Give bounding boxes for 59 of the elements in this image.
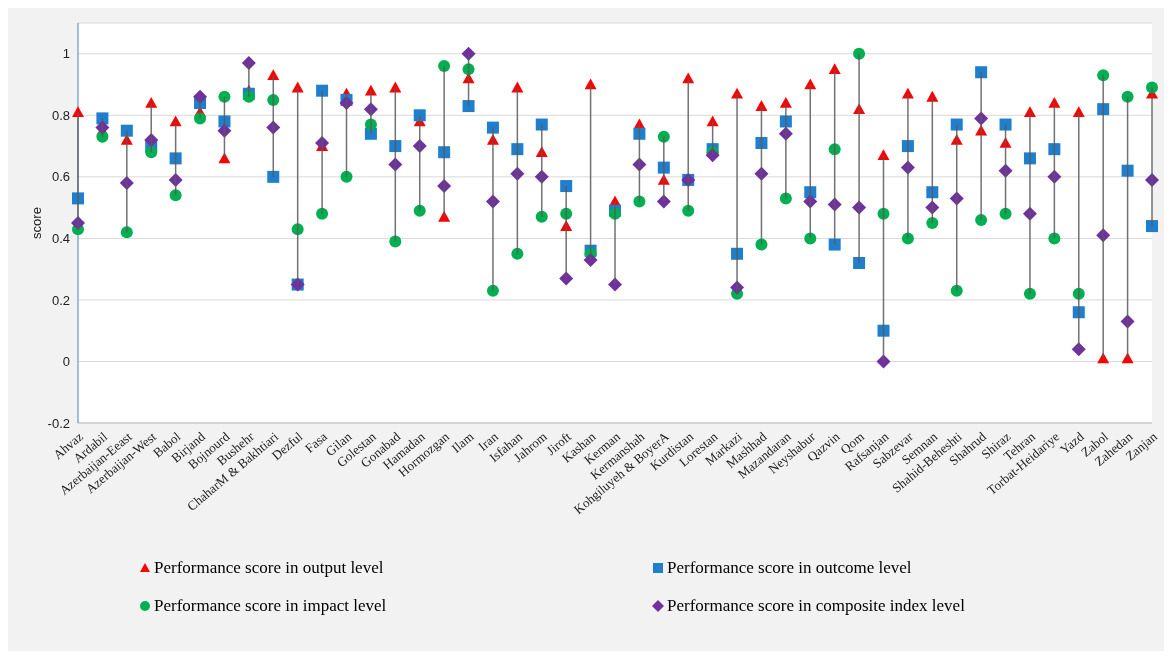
point (1146, 220, 1158, 233)
point (486, 121, 499, 134)
y-tick-label: -0.2 (47, 415, 70, 431)
point (950, 118, 963, 131)
y-tick-label: 0 (62, 354, 70, 370)
point (96, 112, 109, 125)
point (975, 66, 988, 79)
point (755, 137, 768, 149)
point (218, 90, 231, 103)
point (583, 252, 598, 267)
point (169, 189, 182, 202)
point (705, 148, 720, 163)
point (633, 195, 646, 208)
y-tick-label: 0.2 (51, 292, 70, 308)
point (1121, 90, 1134, 103)
y-axis-title: score (28, 207, 44, 239)
point (804, 232, 817, 245)
point (316, 84, 329, 97)
point (462, 100, 475, 113)
point (755, 100, 768, 111)
point (926, 217, 939, 229)
legend-label: Performance score in outcome level (667, 558, 912, 578)
point (120, 124, 133, 137)
point (267, 170, 280, 183)
point (461, 46, 476, 61)
point (1048, 232, 1061, 245)
point (633, 127, 646, 140)
legend-label: Performance score in impact level (154, 596, 387, 616)
point (950, 284, 963, 297)
y-tick-label: 0.4 (51, 231, 70, 246)
point (511, 247, 524, 260)
point (1048, 143, 1061, 156)
point (413, 204, 426, 217)
point (926, 90, 939, 102)
y-tick-label: 0.6 (51, 169, 70, 185)
point (413, 109, 426, 122)
point (876, 354, 891, 369)
point (389, 235, 402, 248)
point (828, 63, 841, 74)
point (511, 143, 524, 156)
point (926, 186, 939, 199)
point (169, 152, 182, 165)
point (999, 118, 1012, 131)
point (389, 140, 402, 153)
point (1048, 97, 1061, 108)
point (828, 238, 841, 251)
point (1121, 164, 1134, 177)
point (560, 180, 573, 193)
point (755, 238, 768, 251)
legend-label: Performance score in composite index level (667, 596, 965, 616)
point (999, 207, 1012, 220)
point (877, 324, 890, 337)
y-tick-label: 0.8 (51, 107, 70, 123)
point (340, 170, 353, 183)
point (853, 257, 866, 269)
legend-label: Performance score in output level (154, 558, 384, 578)
point (535, 118, 548, 131)
point (877, 149, 890, 161)
y-tick-label: 1 (62, 46, 70, 62)
